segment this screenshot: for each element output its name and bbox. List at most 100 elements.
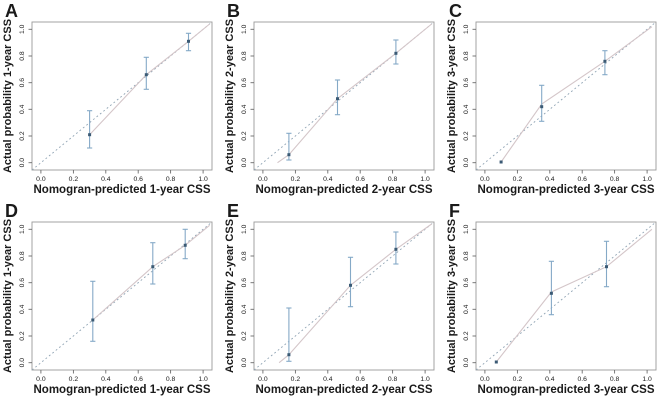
svg-text:0.6: 0.6: [133, 176, 143, 183]
data-point-marker: [349, 283, 352, 287]
svg-text:0.0: 0.0: [36, 376, 46, 383]
data-point-marker: [88, 133, 92, 137]
svg-text:0.2: 0.2: [19, 131, 26, 141]
svg-text:0.2: 0.2: [291, 376, 301, 383]
svg-text:0.4: 0.4: [545, 376, 555, 383]
calibration-line: [278, 223, 432, 364]
svg-text:0.2: 0.2: [463, 331, 470, 341]
x-axis-title: Nomogran-predicted 3-year CSS: [477, 384, 654, 396]
svg-text:0.0: 0.0: [480, 376, 490, 383]
calibration-line: [277, 23, 432, 164]
data-point-marker: [549, 291, 553, 295]
svg-text:0.2: 0.2: [463, 131, 470, 141]
panel-letter: C: [449, 1, 462, 21]
svg-text:0.0: 0.0: [241, 358, 248, 368]
y-axis-title: Actual probability 3-year CSS: [446, 19, 458, 173]
plot-box: [253, 221, 435, 371]
svg-text:0.6: 0.6: [577, 176, 587, 183]
svg-text:1.0: 1.0: [19, 24, 26, 34]
svg-text:0.6: 0.6: [463, 78, 470, 88]
panel-cell-a: A 0.0 0.2 0.4 0.6 0.8 1.0 0.0 0.2 0.4 0.6 0.8 1.0 Nom…: [0, 0, 222, 200]
svg-text:0.6: 0.6: [241, 78, 248, 88]
svg-text:0.8: 0.8: [241, 251, 248, 261]
svg-text:1.0: 1.0: [241, 224, 248, 234]
svg-text:0.8: 0.8: [166, 176, 176, 183]
error-bars: [87, 32, 192, 149]
svg-text:0.6: 0.6: [355, 376, 365, 383]
y-axis: 0.0 0.2 0.4 0.6 0.8 1.0: [463, 24, 476, 167]
svg-text:0.8: 0.8: [463, 251, 470, 261]
svg-text:0.8: 0.8: [610, 376, 620, 383]
calibration-line: [500, 26, 653, 163]
svg-text:0.8: 0.8: [388, 176, 398, 183]
svg-text:1.0: 1.0: [420, 176, 430, 183]
error-bars: [494, 240, 610, 364]
data-point-marker: [91, 318, 95, 322]
panel-cell-f: F 0.0 0.2 0.4 0.6 0.8 1.0 0.0 0.2 0.4 0.6 0.8 1.0 Nom…: [444, 200, 666, 401]
svg-text:0.2: 0.2: [513, 176, 523, 183]
data-point-marker: [287, 153, 291, 157]
svg-text:0.0: 0.0: [463, 358, 470, 368]
data-point-marker: [394, 247, 398, 251]
svg-text:0.8: 0.8: [610, 176, 620, 183]
svg-text:0.6: 0.6: [577, 376, 587, 383]
plot-box: [31, 221, 213, 371]
svg-text:1.0: 1.0: [241, 24, 248, 34]
x-axis: 0.0 0.2 0.4 0.6 0.8 1.0: [36, 370, 208, 383]
svg-text:0.8: 0.8: [463, 51, 470, 61]
data-point-marker: [494, 360, 498, 364]
x-axis-title: Nomogran-predicted 3-year CSS: [477, 184, 654, 196]
panel-letter: F: [449, 201, 460, 221]
svg-text:0.2: 0.2: [69, 376, 79, 383]
svg-text:0.0: 0.0: [258, 176, 268, 183]
panel-letter: B: [227, 1, 240, 21]
y-axis-title: Actual probability 1-year CSS: [2, 19, 14, 173]
svg-text:0.4: 0.4: [463, 304, 470, 314]
svg-text:0.8: 0.8: [241, 51, 248, 61]
svg-text:0.0: 0.0: [241, 158, 248, 168]
y-axis: 0.0 0.2 0.4 0.6 0.8 1.0: [241, 24, 254, 167]
data-point-marker: [183, 243, 187, 247]
y-axis: 0.0 0.2 0.4 0.6 0.8 1.0: [19, 24, 32, 167]
x-axis-title: Nomogran-predicted 2-year CSS: [255, 184, 432, 196]
x-axis: 0.0 0.2 0.4 0.6 0.8 1.0: [258, 370, 430, 383]
svg-text:0.4: 0.4: [545, 176, 555, 183]
svg-text:0.4: 0.4: [241, 104, 248, 114]
svg-text:1.0: 1.0: [19, 224, 26, 234]
panel-cell-e: E 0.0 0.2 0.4 0.6 0.8 1.0 0.0 0.2 0.4 0.6 0.8 1.0 Nom…: [222, 200, 444, 401]
svg-text:0.8: 0.8: [388, 376, 398, 383]
y-axis-title: Actual probability 3-year CSS: [446, 219, 458, 373]
calibration-panel-d: D0.0 0.2 0.4 0.6 0.8 1.00.00.20.40.60.81.0Nom…: [2, 201, 213, 396]
panel-letter: A: [5, 1, 18, 21]
svg-text:0.2: 0.2: [19, 331, 26, 341]
svg-text:0.0: 0.0: [480, 176, 490, 183]
svg-text:0.4: 0.4: [19, 304, 26, 314]
ideal-line: [475, 221, 657, 371]
ideal-line: [31, 221, 213, 371]
svg-text:0.4: 0.4: [19, 104, 26, 114]
x-axis: 0.0 0.2 0.4 0.6 0.8 1.0: [36, 170, 208, 183]
calibration-line: [89, 23, 210, 136]
error-bars: [286, 231, 399, 362]
panel-letter: E: [227, 201, 239, 221]
x-axis-title: Nomogran-predicted 2-year CSS: [255, 384, 432, 396]
svg-text:0.4: 0.4: [101, 176, 111, 183]
panel-letter: D: [5, 201, 18, 221]
y-axis: 0.0 0.2 0.4 0.6 0.8 1.0: [463, 224, 476, 367]
svg-text:0.0: 0.0: [36, 176, 46, 183]
svg-text:1.0: 1.0: [420, 376, 430, 383]
x-axis: 0.0 0.2 0.4 0.6 0.8 1.0: [480, 370, 652, 383]
svg-text:1.0: 1.0: [642, 176, 652, 183]
svg-text:0.6: 0.6: [241, 278, 248, 288]
svg-text:1.0: 1.0: [463, 224, 470, 234]
svg-text:1.0: 1.0: [642, 376, 652, 383]
svg-text:0.0: 0.0: [463, 158, 470, 168]
plot-box: [475, 21, 657, 171]
data-point-marker: [151, 265, 155, 269]
x-axis: 0.0 0.2 0.4 0.6 0.8 1.0: [258, 170, 430, 183]
calibration-panel-f: F0.0 0.2 0.4 0.6 0.8 1.00.00.20.40.60.81.0Nom…: [446, 201, 657, 396]
svg-text:0.4: 0.4: [101, 376, 111, 383]
svg-text:0.0: 0.0: [19, 358, 26, 368]
panel-cell-c: C 0.0 0.2 0.4 0.6 0.8 1.0 0.0 0.2 0.4 0.6 0.8 1.0 Nom…: [444, 0, 666, 200]
